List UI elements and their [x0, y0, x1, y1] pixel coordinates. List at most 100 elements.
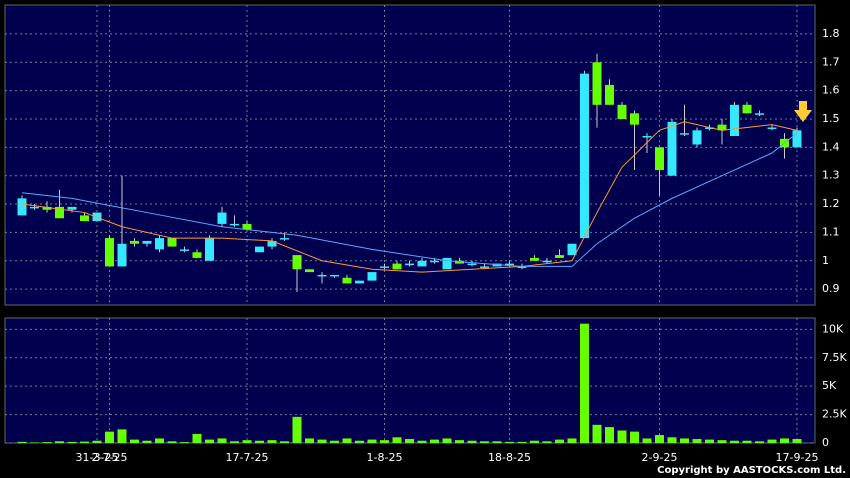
- candle-body: [17, 198, 27, 216]
- volume-bar: [642, 438, 652, 443]
- volume-bar: [130, 439, 139, 443]
- volume-bar: [80, 441, 89, 443]
- candle-body: [617, 104, 627, 119]
- candle-body: [605, 84, 614, 105]
- last-price-arrow: [794, 101, 812, 122]
- x-tick-label: 2-7-25: [92, 451, 128, 464]
- candle-body: [317, 274, 327, 277]
- candle-body: [467, 263, 477, 266]
- candle-body: [642, 136, 652, 138]
- volume-bar: [742, 440, 752, 443]
- volume-bar: [730, 440, 739, 443]
- volume-bar: [705, 439, 714, 443]
- volume-bar: [692, 439, 702, 443]
- y-tick-label: 1.6: [822, 84, 840, 97]
- candle-body: [205, 238, 214, 261]
- candle-body: [655, 147, 664, 171]
- volume-bar: [155, 438, 164, 443]
- volume-bar: [417, 440, 427, 443]
- volume-bar: [442, 438, 452, 443]
- candle-body: [730, 104, 739, 137]
- volume-bar: [630, 431, 639, 443]
- volume-bar: [667, 437, 677, 443]
- candle-body: [105, 238, 114, 267]
- volume-bar: [792, 439, 802, 443]
- candle-body: [230, 223, 239, 226]
- volume-bar: [105, 431, 114, 443]
- candle-body: [792, 130, 802, 148]
- y-tick-label: 0.9: [822, 282, 840, 295]
- volume-bar: [767, 439, 777, 443]
- candle-body: [130, 240, 139, 244]
- y-tick-label: 1.8: [822, 27, 840, 40]
- candle-body: [367, 272, 377, 281]
- candle-body: [567, 243, 577, 256]
- volume-bar: [280, 441, 289, 443]
- candle-body: [242, 223, 252, 230]
- volume-bar: [230, 441, 239, 443]
- candle-body: [55, 206, 64, 219]
- candle-body: [292, 255, 302, 270]
- candle-body: [80, 215, 89, 222]
- volume-bar: [455, 440, 464, 443]
- candle-body: [142, 240, 152, 244]
- x-tick-label: 1-8-25: [367, 451, 403, 464]
- candle-body: [180, 249, 189, 251]
- candle-body: [755, 113, 764, 115]
- volume-bar: [167, 441, 177, 443]
- candle-body: [167, 238, 177, 247]
- volume-bar: [205, 439, 214, 443]
- x-tick-label: 31-3-25: [76, 451, 119, 464]
- x-tick-label: 18-8-25: [488, 451, 531, 464]
- candle-body: [667, 121, 677, 176]
- candle-body: [67, 206, 77, 210]
- candle-body: [117, 243, 127, 267]
- y-tick-label: 1.2: [822, 197, 840, 210]
- candle-body: [742, 104, 752, 114]
- candle-body: [30, 206, 39, 209]
- candle-body: [717, 124, 727, 131]
- volume-bar: [480, 441, 489, 443]
- volume-bar: [567, 438, 577, 443]
- candle-body: [417, 260, 427, 267]
- volume-bar: [467, 440, 477, 443]
- volume-bar: [317, 439, 327, 443]
- copyright: Copyright by AASTOCKS.com Ltd.: [657, 465, 846, 476]
- y-tick-label: 1.3: [822, 169, 840, 182]
- volume-bar: [55, 441, 64, 443]
- volume-bar: [780, 438, 789, 443]
- volume-bar: [217, 438, 227, 443]
- volume-bar: [292, 416, 302, 443]
- candle-body: [555, 255, 564, 258]
- volume-bar: [330, 440, 339, 443]
- volume-bar: [92, 440, 102, 443]
- candle-body: [280, 238, 289, 240]
- candle-body: [580, 73, 589, 239]
- volume-bar: [655, 435, 664, 443]
- volume-bar: [242, 440, 252, 443]
- y2-tick-label: 7.5K: [822, 351, 847, 364]
- candle-body: [155, 238, 164, 250]
- volume-bar: [517, 441, 527, 443]
- volume-bar: [305, 438, 314, 443]
- candle-body: [592, 62, 602, 105]
- volume-bar: [530, 440, 539, 443]
- volume-bar: [192, 433, 202, 443]
- candle-body: [705, 127, 714, 129]
- candle-body: [355, 280, 364, 284]
- candle-body: [680, 133, 689, 135]
- y-tick-label: 1: [822, 254, 829, 267]
- volume-bar: [755, 441, 764, 443]
- candle-body: [442, 257, 452, 270]
- volume-bar: [255, 440, 264, 443]
- candle-body: [305, 269, 314, 273]
- volume-bar: [717, 440, 727, 443]
- y2-tick-label: 10K: [822, 322, 844, 335]
- volume-bar: [492, 441, 502, 443]
- y-tick-label: 1.4: [822, 140, 840, 153]
- x-tick-label: 2-9-25: [642, 451, 678, 464]
- volume-bar: [17, 441, 27, 443]
- y-tick-label: 1.1: [822, 225, 840, 238]
- volume-bar: [67, 441, 77, 443]
- y-tick-label: 1.5: [822, 112, 840, 125]
